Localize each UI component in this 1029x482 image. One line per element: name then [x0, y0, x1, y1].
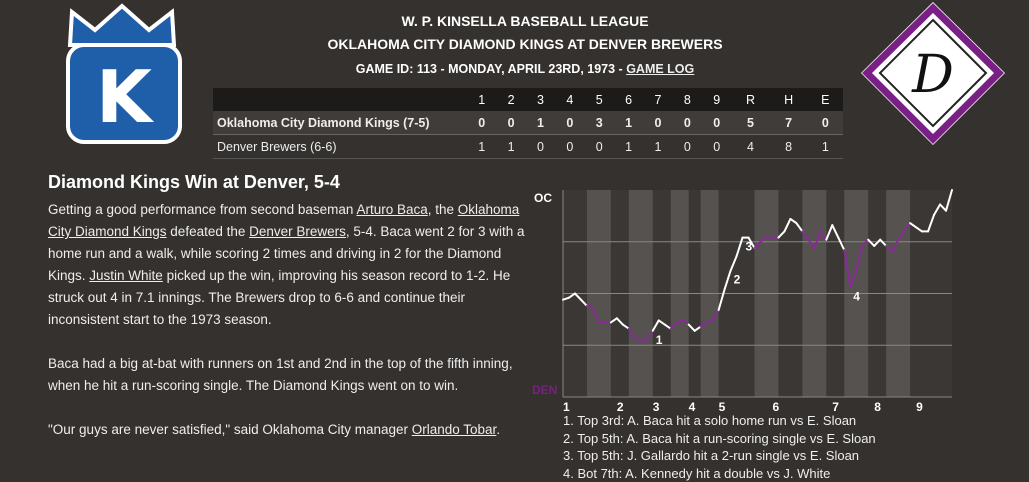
inning-header: 2 [496, 88, 525, 111]
paragraph: Baca had a big at-bat with runners on 1s… [48, 353, 528, 397]
home-logo: D [861, 2, 1005, 145]
inning-header: 5 [585, 88, 614, 111]
inning-header: 8 [673, 88, 702, 111]
event-marker: 3 [746, 240, 753, 254]
top-label: OC [534, 191, 552, 205]
inning-runs: 0 [555, 111, 584, 135]
header-cell [213, 88, 467, 111]
link[interactable]: Arturo Baca [356, 202, 427, 217]
inning-runs: 0 [643, 111, 672, 135]
text: Baca had a big at-bat with runners on 1s… [48, 356, 513, 393]
event: 3. Top 5th: J. Gallardo hit a 2-run sing… [563, 447, 876, 465]
total: 8 [770, 135, 808, 159]
inning-runs: 3 [585, 111, 614, 135]
total-header: H [770, 88, 808, 111]
inning-header: 9 [702, 88, 731, 111]
text: defeated the [167, 224, 250, 239]
away-logo: K [68, 6, 180, 142]
inning-runs: 1 [526, 111, 555, 135]
inning-runs: 0 [467, 111, 496, 135]
inning-runs: 0 [496, 111, 525, 135]
inning-header: 6 [614, 88, 643, 111]
total: 4 [731, 135, 769, 159]
inning-runs: 1 [614, 135, 643, 159]
paragraph: "Our guys are never satisfied," said Okl… [48, 419, 528, 441]
total: 0 [808, 111, 843, 135]
matchup-title: OKLAHOMA CITY DIAMOND KINGS AT DENVER BR… [225, 36, 825, 52]
link[interactable]: Justin White [89, 268, 163, 283]
away-logo-letter: K [96, 55, 154, 139]
team-name: Denver Brewers (6-6) [213, 135, 467, 159]
inning-header: 7 [643, 88, 672, 111]
text: Getting a good performance from second b… [48, 202, 356, 217]
inning-runs: 0 [555, 135, 584, 159]
link[interactable]: Orlando Tobar [412, 422, 497, 437]
event: 4. Bot 7th: A. Kennedy hit a double vs J… [563, 465, 876, 482]
event-marker: 2 [734, 273, 741, 287]
article-title: Diamond Kings Win at Denver, 5-4 [48, 172, 528, 193]
game-log-link[interactable]: GAME LOG [626, 62, 694, 76]
article: Diamond Kings Win at Denver, 5-4 Getting … [48, 172, 528, 463]
total: 7 [770, 111, 808, 135]
events-list: 1. Top 3rd: A. Baca hit a solo home run … [563, 412, 876, 482]
inning-runs: 1 [467, 135, 496, 159]
bottom-label: DEN [532, 383, 557, 397]
inning-runs: 1 [643, 135, 672, 159]
inning-runs: 0 [526, 135, 555, 159]
link[interactable]: Denver Brewers [249, 224, 346, 239]
inning-runs: 0 [673, 135, 702, 159]
text: , the [428, 202, 458, 217]
inning-label: 9 [916, 400, 923, 414]
event: 1. Top 3rd: A. Baca hit a solo home run … [563, 412, 876, 430]
total: 1 [808, 135, 843, 159]
inning-runs: 0 [702, 111, 731, 135]
paragraph: Getting a good performance from second b… [48, 199, 528, 331]
game-info-text: GAME ID: 113 - MONDAY, APRIL 23RD, 1973 … [356, 62, 626, 76]
game-info: GAME ID: 113 - MONDAY, APRIL 23RD, 1973 … [225, 62, 825, 76]
inning-runs: 0 [702, 135, 731, 159]
event: 2. Top 5th: A. Baca hit a run-scoring si… [563, 430, 876, 448]
inning-header: 3 [526, 88, 555, 111]
event-marker: 1 [656, 333, 663, 347]
inning-header: 1 [467, 88, 496, 111]
league-title: W. P. KINSELLA BASEBALL LEAGUE [225, 13, 825, 29]
inning-header: 4 [555, 88, 584, 111]
total-header: R [731, 88, 769, 111]
team-name: Oklahoma City Diamond Kings (7-5) [213, 111, 467, 135]
text: "Our guys are never satisfied," said Okl… [48, 422, 412, 437]
text: . [496, 422, 500, 437]
total-header: E [808, 88, 843, 111]
inning-runs: 1 [614, 111, 643, 135]
inning-runs: 1 [496, 135, 525, 159]
event-marker: 4 [853, 289, 860, 303]
inning-runs: 0 [585, 135, 614, 159]
total: 5 [731, 111, 769, 135]
inning-runs: 0 [673, 111, 702, 135]
home-logo-letter: D [911, 45, 954, 105]
